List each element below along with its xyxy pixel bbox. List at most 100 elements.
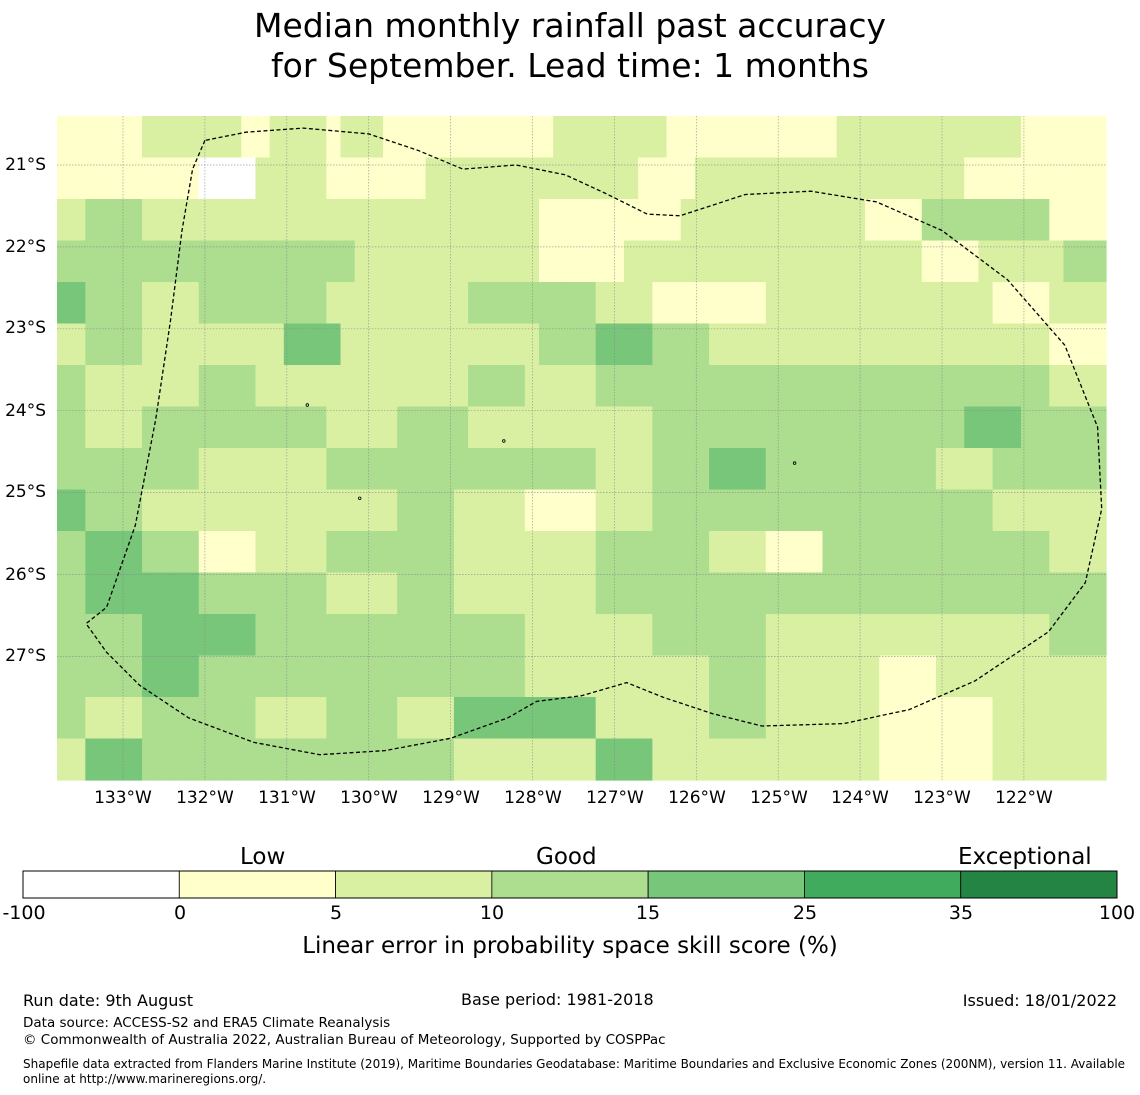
skill-cell	[751, 199, 767, 242]
skill-cell	[1006, 531, 1022, 574]
lat-label-26s: 26°S	[5, 565, 46, 585]
skill-cell	[496, 116, 512, 159]
skill-cell	[850, 406, 866, 449]
skill-cell	[1091, 365, 1107, 408]
skill-cell	[950, 323, 965, 366]
skill-cell	[468, 448, 483, 491]
skill-cell	[1020, 199, 1036, 242]
skill-cell	[397, 448, 412, 491]
island-marker	[305, 403, 309, 407]
skill-cell	[212, 365, 228, 408]
skill-cell	[893, 282, 909, 325]
skill-cell	[1091, 614, 1107, 657]
skill-cell	[496, 199, 512, 242]
skill-cell	[893, 655, 909, 698]
skill-cell	[312, 531, 327, 574]
lon-label-127w: 127°W	[586, 788, 644, 808]
skill-cell	[694, 282, 710, 325]
skill-cell	[283, 655, 299, 698]
skill-cell	[496, 406, 512, 449]
skill-cell	[411, 157, 427, 200]
skill-cell	[808, 448, 824, 491]
skill-cell	[624, 531, 639, 574]
skill-cell	[1049, 614, 1065, 657]
skill-cell	[198, 697, 214, 740]
skill-cell	[170, 365, 186, 408]
skill-cell	[326, 406, 342, 449]
skill-cell	[510, 240, 526, 283]
skill-cell	[609, 240, 625, 283]
skill-cell	[383, 240, 398, 283]
skill-cell	[666, 738, 682, 781]
skill-cell	[567, 614, 583, 657]
skill-cell	[666, 531, 682, 574]
skill-cell	[241, 655, 257, 698]
skill-cell	[680, 572, 696, 615]
skill-cell	[368, 655, 384, 698]
skill-cell	[794, 489, 809, 532]
skill-cell	[269, 531, 285, 574]
skill-cell	[553, 572, 568, 615]
skill-cell	[99, 199, 115, 242]
skill-cell	[538, 323, 554, 366]
colorbar-segment	[491, 870, 649, 899]
skill-cell	[879, 572, 894, 615]
skill-cell	[680, 406, 696, 449]
skill-cell	[340, 323, 356, 366]
skill-cell	[255, 240, 271, 283]
data-source: Data source: ACCESS-S2 and ERA5 Climate …	[23, 1015, 391, 1031]
skill-cell	[680, 448, 696, 491]
skill-cell	[609, 282, 625, 325]
skill-cell	[397, 738, 412, 781]
skill-cell	[723, 448, 739, 491]
skill-cell	[950, 697, 965, 740]
skill-cell	[694, 406, 710, 449]
skill-cell	[624, 282, 639, 325]
skill-cell	[935, 697, 951, 740]
skill-cell	[255, 116, 271, 159]
skill-cell	[1049, 282, 1065, 325]
skill-cell	[1035, 738, 1050, 781]
skill-cell	[652, 406, 668, 449]
base-period: Base period: 1981-2018	[461, 990, 654, 1009]
skill-cell	[935, 489, 951, 532]
lat-label-23s: 23°S	[5, 318, 46, 338]
skill-cell	[85, 697, 101, 740]
skill-cell	[227, 199, 242, 242]
skill-cell	[184, 199, 200, 242]
skill-cell	[666, 448, 682, 491]
skill-cell	[850, 738, 866, 781]
skill-cell	[212, 282, 228, 325]
skill-cell	[227, 572, 242, 615]
skill-cell	[142, 738, 157, 781]
skill-cell	[142, 614, 157, 657]
skill-cell	[297, 240, 313, 283]
skill-cell	[510, 655, 526, 698]
skill-cell	[85, 116, 101, 159]
skill-cell	[85, 157, 101, 200]
skill-cell	[865, 572, 880, 615]
skill-cell	[411, 199, 427, 242]
skill-cell	[553, 697, 568, 740]
skill-cell	[227, 655, 242, 698]
skill-cell	[1063, 572, 1079, 615]
skill-cell	[538, 406, 554, 449]
skill-cell	[893, 157, 909, 200]
skill-cell	[865, 614, 880, 657]
skill-cell	[198, 448, 214, 491]
skill-cell	[1077, 614, 1093, 657]
skill-cell	[879, 448, 894, 491]
skill-cell	[709, 365, 724, 408]
skill-cell	[297, 323, 313, 366]
skill-cell	[567, 572, 583, 615]
skill-cell	[212, 489, 228, 532]
skill-cell	[709, 406, 724, 449]
lon-label-130w: 130°W	[340, 788, 398, 808]
island-marker	[502, 439, 506, 443]
skill-cell	[283, 406, 299, 449]
skill-cell	[822, 282, 838, 325]
skill-cell	[127, 531, 143, 574]
skill-cell	[624, 489, 639, 532]
skill-cell	[822, 655, 838, 698]
skill-cell	[638, 406, 653, 449]
